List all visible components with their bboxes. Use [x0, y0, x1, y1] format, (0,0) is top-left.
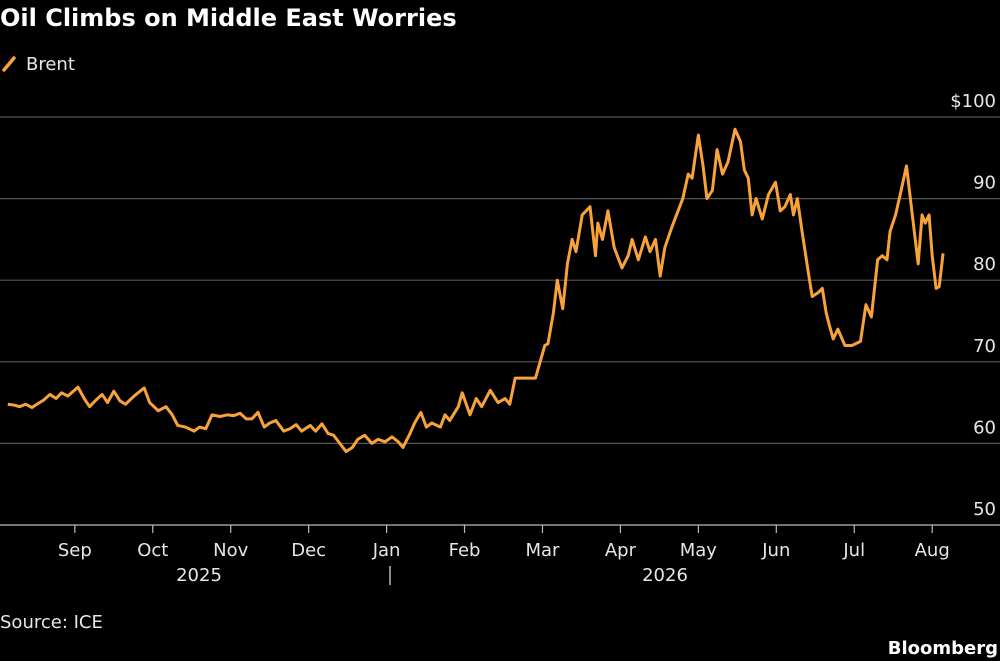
y-tick-label: 90 — [973, 173, 996, 194]
x-tick-label: Mar — [525, 540, 560, 561]
x-tick-label: Aug — [915, 540, 950, 561]
x-tick-label: May — [680, 540, 718, 561]
y-tick-label: $100 — [950, 91, 996, 112]
y-tick-label: 80 — [973, 254, 996, 275]
x-tick-label: Oct — [137, 540, 168, 561]
legend-swatch — [2, 56, 16, 72]
x-group-label: 2025 — [176, 565, 222, 586]
y-tick-label: 60 — [973, 417, 996, 438]
y-tick-label: 70 — [973, 336, 996, 357]
x-tick-label: Sep — [58, 540, 92, 561]
x-group-label: 2026 — [642, 565, 688, 586]
x-tick-label: Jun — [761, 540, 790, 561]
legend-label: Brent — [26, 54, 75, 75]
x-tick-label: Nov — [213, 540, 248, 561]
y-tick-label: 50 — [973, 499, 996, 520]
x-tick-label: Jul — [842, 540, 865, 561]
chart-title: Oil Climbs on Middle East Worries — [0, 4, 457, 32]
x-tick-label: Dec — [291, 540, 326, 561]
x-tick-label: Feb — [449, 540, 481, 561]
source: Source: ICE — [0, 612, 103, 633]
brand: Bloomberg — [888, 638, 998, 659]
x-tick-label: Jan — [372, 540, 401, 561]
x-tick-label: Apr — [605, 540, 637, 561]
series-line — [7, 127, 945, 454]
